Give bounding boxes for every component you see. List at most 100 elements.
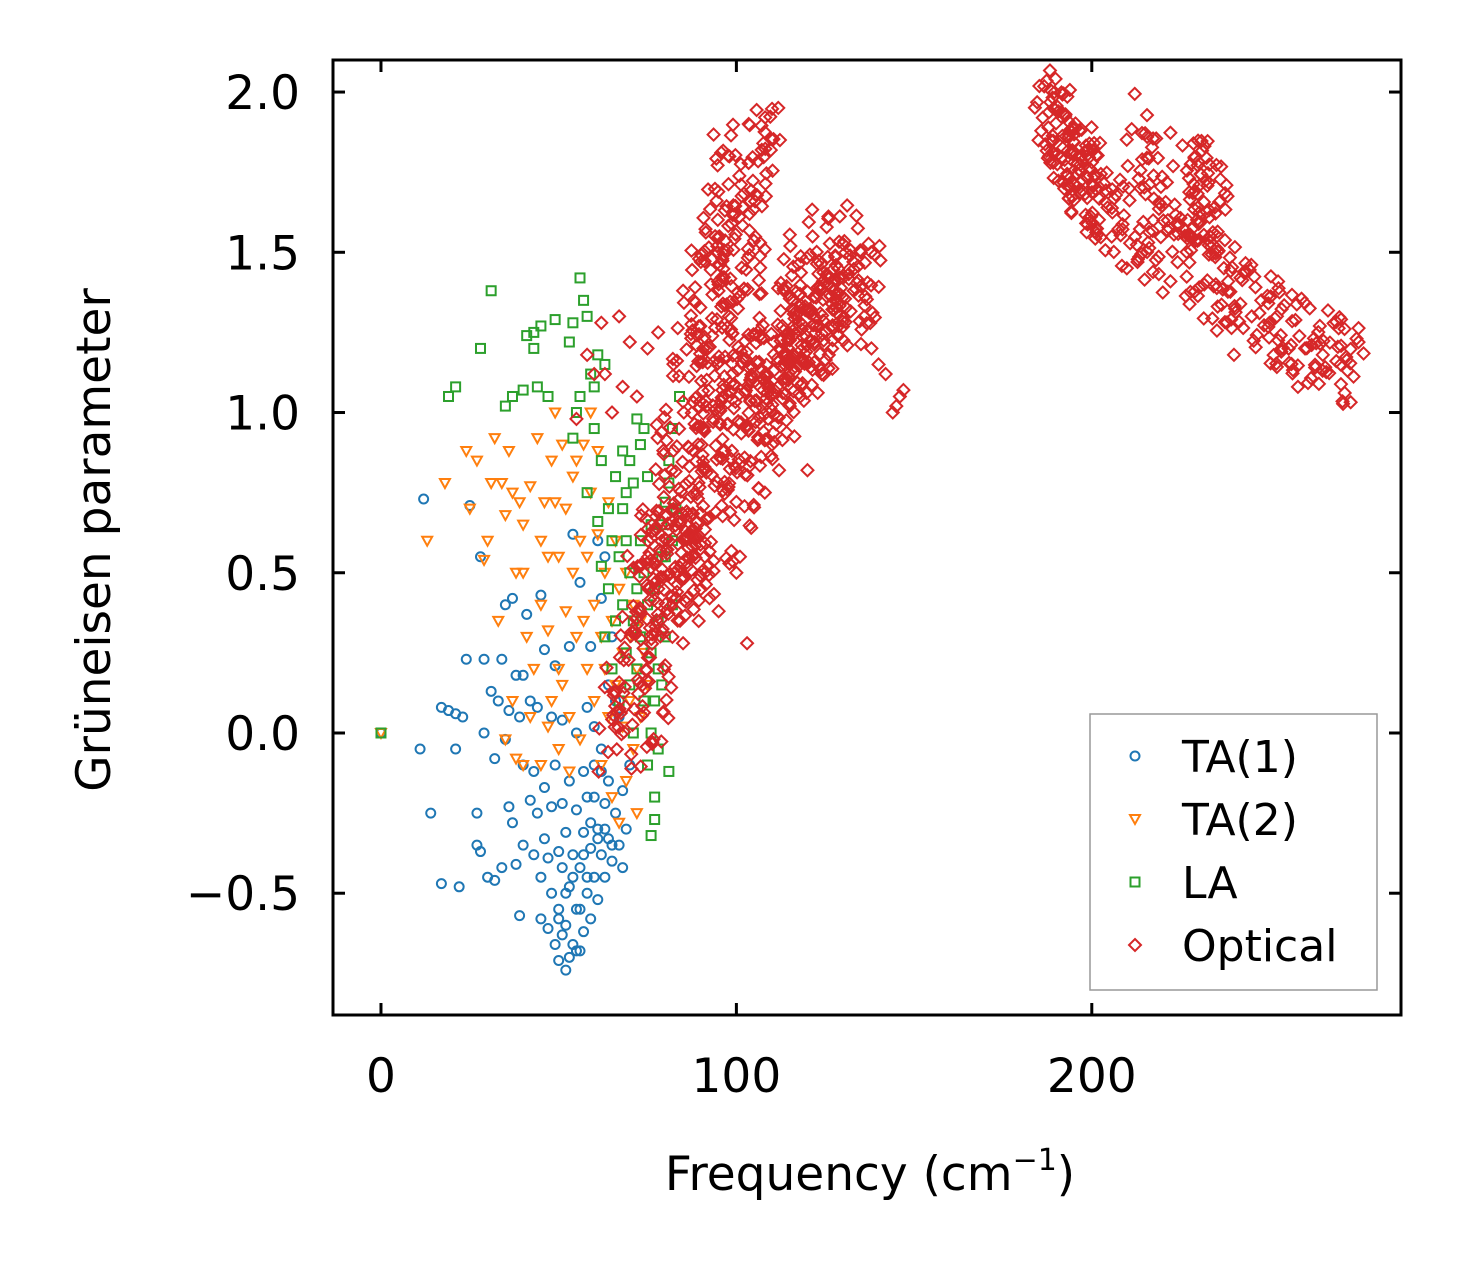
point-ta1 xyxy=(599,797,611,809)
point-optical xyxy=(691,593,707,608)
point-optical xyxy=(709,311,725,327)
point-optical xyxy=(732,549,748,565)
point-optical xyxy=(677,608,693,624)
point-optical xyxy=(692,300,708,315)
point-optical xyxy=(739,419,755,435)
point-optical xyxy=(843,303,859,319)
point-optical xyxy=(1330,339,1346,355)
point-la xyxy=(531,381,543,393)
point-ta1 xyxy=(453,881,465,893)
point-optical xyxy=(770,100,786,116)
point-ta2 xyxy=(591,529,605,542)
point-optical xyxy=(778,413,794,428)
point-optical xyxy=(809,244,825,260)
point-optical xyxy=(865,305,880,321)
point-optical xyxy=(854,322,869,337)
point-optical xyxy=(1104,200,1120,216)
point-optical xyxy=(871,357,886,372)
point-optical xyxy=(745,173,761,189)
point-optical xyxy=(698,398,714,414)
point-optical xyxy=(742,206,757,222)
point-optical xyxy=(1209,228,1225,244)
point-la xyxy=(581,310,593,322)
point-optical xyxy=(611,308,627,324)
point-ta1 xyxy=(563,951,575,963)
point-optical xyxy=(1222,284,1238,300)
point-optical xyxy=(794,350,810,366)
point-optical xyxy=(591,764,607,779)
point-optical xyxy=(820,249,836,265)
point-ta2 xyxy=(523,711,537,725)
point-optical xyxy=(839,337,855,353)
point-ta1 xyxy=(574,576,586,588)
point-optical xyxy=(662,479,677,495)
point-ta1 xyxy=(606,839,618,851)
point-la xyxy=(634,439,646,451)
point-ta2 xyxy=(548,407,562,420)
point-optical xyxy=(1320,303,1336,318)
point-ta1 xyxy=(585,842,597,854)
point-optical xyxy=(613,628,629,643)
point-ta1 xyxy=(556,797,568,809)
point-optical xyxy=(666,495,682,511)
point-ta2 xyxy=(580,551,594,564)
point-optical xyxy=(1175,138,1190,153)
point-optical xyxy=(630,686,646,702)
point-ta1 xyxy=(542,852,554,864)
point-optical xyxy=(702,201,718,217)
point-optical xyxy=(673,484,689,500)
point-optical xyxy=(860,275,875,291)
point-la xyxy=(443,390,455,402)
point-optical xyxy=(1234,272,1250,288)
point-optical xyxy=(714,251,730,267)
point-optical xyxy=(782,332,798,348)
point-ta2 xyxy=(548,497,562,510)
point-optical xyxy=(663,680,679,695)
point-optical xyxy=(679,550,695,566)
point-optical xyxy=(1127,229,1143,245)
point-ta1 xyxy=(528,849,540,861)
point-ta1 xyxy=(485,685,497,697)
point-optical xyxy=(622,334,638,350)
point-optical xyxy=(1148,252,1164,268)
point-ta2 xyxy=(573,535,587,548)
point-optical xyxy=(838,314,853,330)
point-optical xyxy=(748,414,764,430)
legend-marker-optical xyxy=(1127,937,1143,953)
point-optical xyxy=(1039,73,1054,89)
point-optical xyxy=(1271,280,1286,296)
point-optical xyxy=(1210,224,1226,240)
point-optical xyxy=(679,342,695,357)
point-optical xyxy=(720,482,736,498)
point-optical xyxy=(711,276,727,292)
point-la xyxy=(521,330,533,342)
point-optical xyxy=(724,325,740,341)
point-optical xyxy=(792,277,808,293)
point-ta1 xyxy=(592,894,604,906)
point-optical xyxy=(699,342,715,358)
point-optical xyxy=(1337,321,1352,337)
point-optical xyxy=(714,390,730,406)
point-optical xyxy=(642,592,658,608)
point-la xyxy=(624,455,636,467)
point-ta2 xyxy=(566,471,580,484)
point-optical xyxy=(1268,356,1284,371)
point-optical xyxy=(896,382,911,398)
point-optical xyxy=(668,464,683,479)
point-optical xyxy=(694,247,709,263)
point-ta1 xyxy=(450,743,462,755)
point-la xyxy=(578,294,590,306)
point-optical xyxy=(745,149,761,165)
point-ta1 xyxy=(517,669,529,681)
series-LA xyxy=(375,272,686,842)
point-optical xyxy=(616,652,632,668)
point-optical xyxy=(770,317,786,333)
point-ta2 xyxy=(630,808,644,821)
point-optical xyxy=(1119,260,1135,276)
point-optical xyxy=(749,102,765,118)
point-optical xyxy=(706,127,721,143)
point-la xyxy=(602,583,614,595)
point-optical xyxy=(671,368,687,384)
point-optical xyxy=(662,420,678,435)
